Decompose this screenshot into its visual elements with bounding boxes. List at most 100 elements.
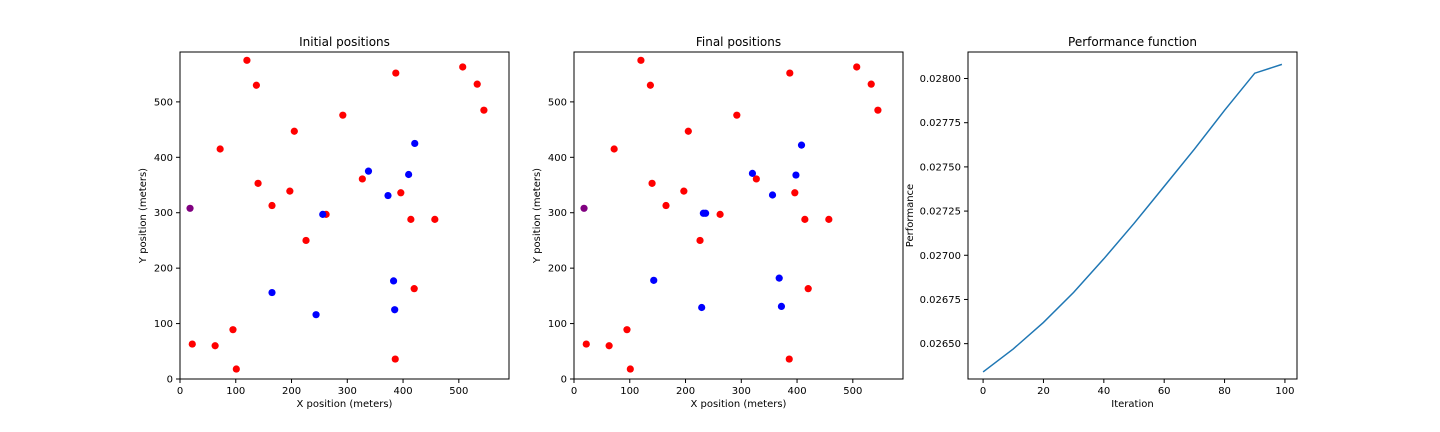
data-point	[684, 127, 692, 135]
x-tick-label: 200	[282, 386, 301, 397]
axes-frame	[179, 51, 510, 380]
y-tick-label: 0.02725	[920, 207, 961, 218]
y-tick-label: 0.02775	[920, 118, 961, 129]
performance-line	[982, 63, 1283, 373]
x-tick-label: 0	[980, 386, 986, 397]
y-tick-label: 0.02800	[920, 74, 961, 85]
plot-area	[574, 52, 903, 379]
data-point	[188, 340, 196, 348]
chart-title: Performance function	[1068, 35, 1197, 49]
x-tick-label: 400	[394, 386, 413, 397]
y-axis-label: Y position (meters)	[532, 168, 543, 264]
data-point	[405, 170, 413, 179]
initial-positions-panel: 0 100 200 300 400 500 0 100 200 300 400 500 Initial …	[138, 35, 510, 410]
data-point	[792, 171, 800, 179]
data-point	[874, 106, 882, 114]
data-point	[459, 63, 467, 71]
data-point	[580, 204, 588, 212]
data-point	[804, 285, 812, 293]
x-tick-label: 0	[177, 386, 183, 397]
x-tick-label: 200	[676, 386, 695, 397]
x-axis-label: X position (meters)	[691, 399, 787, 410]
data-point	[384, 191, 392, 200]
x-tick-label: 500	[843, 386, 862, 397]
x-tick-label: 20	[1037, 386, 1050, 397]
y-tick-label: 100	[154, 319, 173, 330]
data-point	[391, 355, 399, 363]
data-point	[211, 342, 219, 350]
data-point	[752, 175, 760, 183]
data-point	[696, 236, 704, 245]
data-point	[290, 127, 298, 135]
data-point	[791, 189, 799, 197]
data-point	[698, 303, 706, 312]
data-point	[319, 210, 327, 218]
data-point	[853, 63, 861, 71]
y-tick-label: 200	[154, 264, 173, 275]
x-tick-label: 100	[620, 386, 639, 397]
data-point	[411, 139, 419, 148]
plot-area	[968, 52, 1297, 379]
data-point	[410, 285, 418, 293]
performance-function-panel: 0 20 40 60 80 100 0.02650 0.02675 0.02700 0.02725…	[905, 35, 1298, 410]
x-tick-label: 300	[338, 386, 357, 397]
x-tick-label: 100	[226, 386, 245, 397]
y-tick-label: 0	[167, 375, 173, 386]
data-point	[243, 56, 251, 64]
x-axis-label: Iteration	[1111, 399, 1153, 410]
y-axis-label: Performance	[905, 184, 916, 247]
data-point	[391, 306, 399, 314]
data-point	[716, 210, 724, 218]
chart-title: Final positions	[696, 35, 781, 49]
y-tick-label: 0	[561, 375, 567, 386]
data-point	[610, 145, 618, 153]
y-tick-label: 0.02650	[920, 339, 961, 350]
x-tick-label: 100	[1275, 386, 1294, 397]
data-point	[748, 169, 757, 177]
data-point	[775, 274, 783, 282]
data-point	[777, 302, 786, 310]
data-point	[252, 81, 260, 89]
data-point	[662, 201, 670, 210]
data-point	[797, 141, 806, 149]
data-point	[407, 215, 415, 223]
data-point	[786, 69, 794, 77]
y-tick-label: 400	[548, 153, 567, 164]
data-point	[623, 326, 631, 334]
data-point	[650, 276, 658, 284]
x-tick-label: 80	[1218, 386, 1231, 397]
data-point	[339, 111, 347, 119]
data-point	[626, 365, 634, 373]
data-point	[801, 215, 809, 223]
y-tick-label: 0.02750	[920, 162, 961, 173]
data-point	[473, 80, 481, 88]
data-point	[254, 179, 262, 187]
y-tick-label: 300	[548, 208, 567, 219]
data-point	[229, 326, 237, 334]
data-point	[286, 187, 294, 195]
x-tick-label: 400	[788, 386, 807, 397]
x-tick-label: 500	[449, 386, 468, 397]
y-tick-label: 400	[154, 153, 173, 164]
data-point	[268, 288, 276, 297]
data-point	[582, 340, 590, 348]
y-tick-label: 100	[548, 319, 567, 330]
x-tick-label: 40	[1097, 386, 1110, 397]
data-point	[480, 106, 488, 114]
data-point	[232, 365, 240, 373]
y-tick-label: 500	[154, 97, 173, 108]
data-point	[358, 175, 366, 183]
data-point	[312, 311, 320, 319]
y-tick-label: 0.02675	[920, 295, 961, 306]
data-point	[733, 111, 741, 119]
x-tick-label: 300	[732, 386, 751, 397]
y-tick-label: 200	[548, 264, 567, 275]
data-point	[702, 209, 710, 217]
data-point	[216, 145, 224, 153]
data-point	[186, 204, 194, 212]
data-point	[825, 215, 833, 223]
y-tick-label: 300	[154, 208, 173, 219]
x-tick-label: 0	[571, 386, 577, 397]
data-point	[637, 56, 645, 64]
